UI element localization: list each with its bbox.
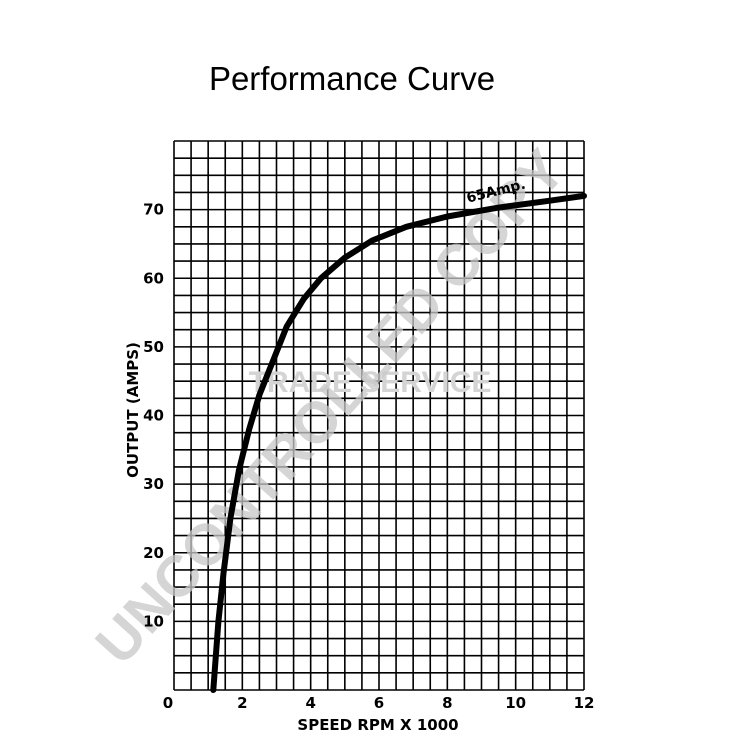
- y-tick-label: 30: [143, 475, 164, 493]
- x-tick-label: 6: [374, 694, 384, 712]
- x-tick-label: 2: [237, 694, 247, 712]
- y-tick-label: 40: [143, 407, 164, 425]
- x-axis-label: SPEED RPM X 1000: [297, 716, 458, 734]
- y-tick-label: 60: [143, 269, 164, 287]
- y-tick-label: 10: [143, 612, 164, 630]
- x-tick-label: 8: [442, 694, 452, 712]
- series-line: [210, 192, 587, 693]
- x-tick-label: 0: [163, 694, 173, 712]
- watermark-secondary: TRADE SERVICE: [249, 366, 492, 399]
- x-tick-label: 4: [305, 694, 315, 712]
- x-tick-label: 10: [505, 694, 526, 712]
- y-tick-labels: 10 20 30 40 50 60 70: [143, 201, 164, 631]
- x-tick-labels: 0 2 4 6 8 10 12: [163, 694, 595, 712]
- grid: [173, 140, 585, 691]
- x-tick-label: 12: [574, 694, 595, 712]
- y-tick-label: 20: [143, 544, 164, 562]
- y-tick-label: 50: [143, 338, 164, 356]
- chart-title: Performance Curve: [209, 60, 495, 97]
- y-axis-label: OUTPUT (AMPS): [124, 342, 142, 478]
- series-lines: [210, 192, 587, 693]
- y-tick-label: 70: [143, 201, 164, 219]
